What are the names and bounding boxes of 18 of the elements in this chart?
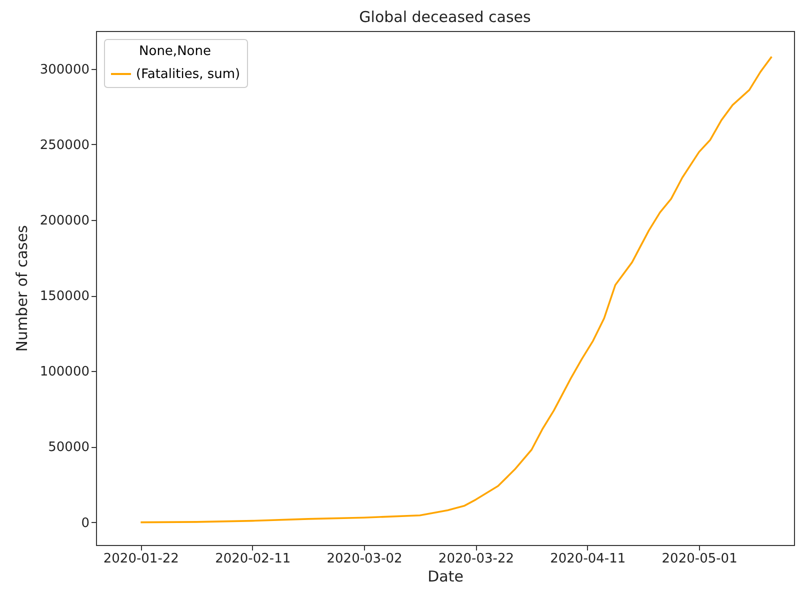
chart-title: Global deceased cases (359, 8, 532, 26)
legend-title: None,None (139, 44, 211, 59)
x-tick-label: 2020-03-02 (326, 552, 402, 566)
y-tick-label: 250000 (40, 138, 90, 153)
y-tick-label: 200000 (40, 213, 90, 228)
x-axis-title: Date (428, 568, 464, 586)
x-tick-label: 2020-01-22 (103, 552, 179, 566)
y-tick-label: 100000 (40, 364, 90, 380)
x-tick-label: 2020-03-22 (438, 552, 514, 566)
legend-label: (Fatalities, sum) (136, 67, 240, 82)
x-tick-label: 2020-05-01 (662, 552, 738, 566)
x-tick-label: 2020-02-11 (215, 552, 291, 566)
y-tick-label: 50000 (48, 440, 90, 456)
y-axis-title: Number of cases (12, 225, 31, 352)
y-tick-label: 150000 (40, 289, 90, 304)
y-tick-label: 0 (81, 516, 90, 531)
y-tick-label: 300000 (40, 62, 90, 78)
x-tick-label: 2020-04-11 (550, 552, 626, 566)
